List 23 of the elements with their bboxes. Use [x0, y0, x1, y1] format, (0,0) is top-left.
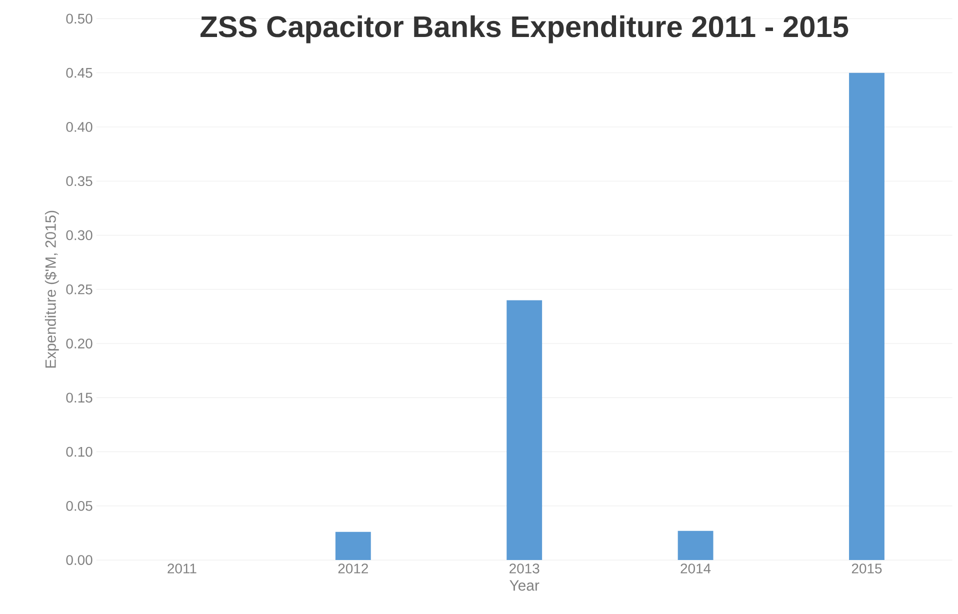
bar — [335, 532, 371, 560]
bar — [678, 530, 714, 560]
x-tick-label: 2011 — [168, 564, 196, 574]
y-tick-label: 0.25 — [66, 284, 92, 294]
x-tick-label: 2012 — [338, 564, 368, 574]
x-tick-label: 2014 — [680, 564, 711, 574]
y-tick-label: 0.40 — [66, 122, 92, 132]
y-tick-label: 0.15 — [66, 392, 92, 403]
chart-title: ZSS Capacitor Banks Expenditure 2011 - 2015 — [200, 15, 848, 44]
y-tick-label: 0.00 — [66, 555, 92, 566]
y-tick-label: 0.50 — [66, 14, 92, 24]
y-tick-label: 0.30 — [66, 230, 92, 240]
y-tick-label: 0.45 — [66, 68, 92, 78]
y-tick-label: 0.10 — [66, 446, 92, 457]
y-tick-label: 0.20 — [66, 338, 92, 348]
bar — [506, 300, 542, 560]
y-axis-title: Expenditure ($'M, 2015) — [44, 210, 59, 368]
x-axis-title: Year — [510, 580, 540, 591]
x-tick-label: 2015 — [852, 564, 882, 574]
bar — [849, 72, 884, 560]
x-tick-label: 2013 — [510, 564, 540, 574]
y-tick-label: 0.35 — [66, 176, 92, 186]
y-tick-label: 0.05 — [66, 501, 92, 511]
